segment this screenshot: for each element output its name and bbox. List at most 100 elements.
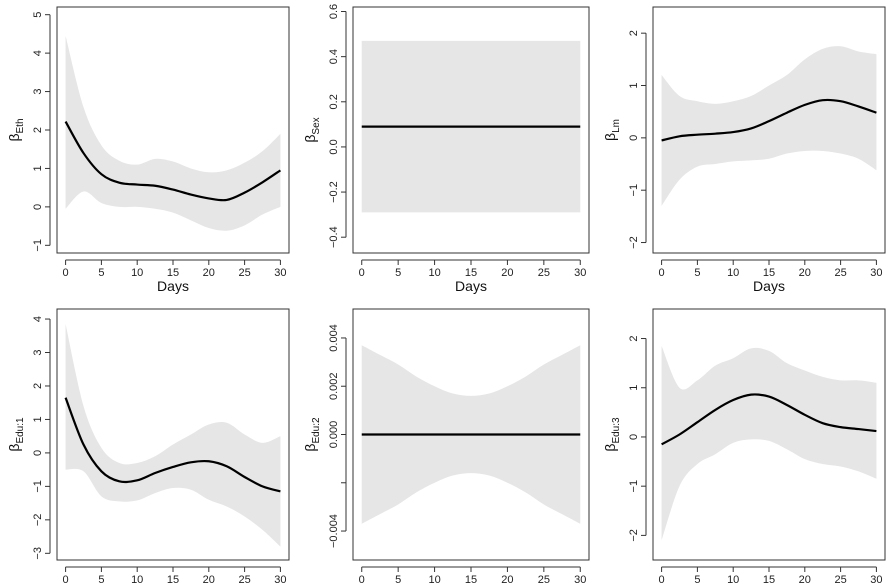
y-tick-label: 0.2: [328, 94, 340, 109]
plot-frame: [56, 6, 290, 254]
x-tick-label: 20: [501, 267, 513, 279]
y-axis-title: βEdu:2: [302, 417, 322, 452]
x-tick-label: 30: [870, 574, 882, 586]
x-tick-label: 0: [659, 267, 665, 279]
x-tick-label: 30: [574, 574, 586, 586]
x-tick-label: 0: [659, 574, 665, 586]
y-axis-title-main: β: [602, 444, 618, 452]
x-tick-label: 5: [395, 267, 401, 279]
y-tick-label: 0.000: [328, 421, 340, 449]
x-tick-label: 20: [501, 574, 513, 586]
x-tick-label: 25: [834, 267, 846, 279]
y-tick-label: 0.002: [328, 372, 340, 400]
x-tick-label: 0: [359, 267, 365, 279]
y-axis-title-main: β: [602, 133, 618, 141]
y-tick-label: 0: [32, 204, 44, 210]
x-tick-label: 25: [538, 267, 550, 279]
panel-2: 0 5 10 15 20 25 30 Days −0.4 −0.2 0.0 0.2 0.4 0.6 βSex: [302, 4, 590, 294]
plot-frame: [652, 308, 886, 561]
y-axis-title-sub: Lm: [611, 119, 622, 133]
y-axis-title-sub: Edu:1: [15, 417, 26, 444]
y-axis-title: βEdu:1: [6, 417, 26, 452]
x-tick-label: 10: [131, 574, 143, 586]
y-tick-label: −1: [628, 184, 640, 197]
estimate-line: [661, 393, 877, 446]
y-axis-title-sub: Eth: [15, 118, 26, 133]
y-tick-label: 2: [628, 30, 640, 36]
y-tick-label: −2: [32, 514, 44, 527]
y-tick-label: −1: [628, 480, 640, 493]
y-axis-title: βEth: [6, 118, 26, 141]
panel-4: 0 5 10 15 20 25 30 Days −3 −2 −1 0 1 2 3 4 βEdu:1: [6, 308, 290, 588]
plot-frame: [56, 308, 290, 561]
estimate-line: [64, 120, 282, 202]
x-tick-label: 15: [167, 574, 179, 586]
panel-1: 0 5 10 15 20 25 30 Days −1 0 1 2 3 4 5 βEth: [6, 6, 290, 294]
confidence-band: [65, 324, 281, 547]
x-tick-label: 15: [763, 574, 775, 586]
y-tick-label: 0.6: [328, 4, 340, 19]
y-tick-label: 2: [32, 127, 44, 133]
y-tick-label: 0.4: [328, 49, 340, 64]
x-tick-label: 20: [203, 267, 215, 279]
x-tick-label: 20: [203, 574, 215, 586]
y-axis-title: βLm: [602, 119, 622, 141]
y-tick-label: −3: [32, 547, 44, 560]
y-tick-label: −0.4: [328, 226, 340, 248]
y-tick-label: 0.0: [328, 139, 340, 154]
x-tick-label: 25: [238, 267, 250, 279]
y-tick-label: 0: [628, 135, 640, 141]
y-tick-label: 2: [32, 383, 44, 389]
y-tick-label: 3: [32, 89, 44, 95]
x-tick-label: 5: [694, 574, 700, 586]
y-tick-label: 0.004: [328, 324, 340, 352]
y-axis-title-sub: Sex: [311, 117, 322, 134]
y-axis-title: βSex: [302, 117, 322, 142]
x-tick-label: 5: [98, 267, 104, 279]
x-tick-label: 10: [428, 267, 440, 279]
x-tick-label: 10: [727, 574, 739, 586]
y-axis-title-main: β: [6, 133, 22, 141]
x-tick-label: 15: [763, 267, 775, 279]
estimate-line: [661, 98, 877, 142]
x-tick-label: 0: [63, 267, 69, 279]
x-tick-label: 10: [428, 574, 440, 586]
x-tick-label: 0: [63, 574, 69, 586]
y-tick-label: 0: [32, 450, 44, 456]
x-tick-label: 10: [727, 267, 739, 279]
y-tick-label: −1: [32, 239, 44, 252]
x-tick-label: 10: [131, 267, 143, 279]
y-tick-label: −2: [628, 236, 640, 249]
x-tick-label: 30: [274, 267, 286, 279]
x-tick-label: 5: [395, 574, 401, 586]
y-tick-label: 4: [32, 316, 44, 322]
y-axis-title-main: β: [302, 444, 318, 452]
x-tick-label: 25: [834, 574, 846, 586]
y-axis-title-main: β: [6, 444, 22, 452]
y-axis-title-sub: Edu:3: [611, 417, 622, 444]
y-tick-label: 1: [32, 165, 44, 171]
y-tick-label: 1: [628, 82, 640, 88]
y-tick-label: 4: [32, 50, 44, 56]
x-tick-label: 30: [574, 267, 586, 279]
y-axis-title: βEdu:3: [602, 417, 622, 452]
y-tick-label: 1: [628, 385, 640, 391]
panel-5: 0 5 10 15 20 25 30 Days −0.004 0.000 0.002 0.004 βEd…: [302, 308, 590, 588]
x-tick-label: 20: [799, 574, 811, 586]
x-tick-label: 30: [274, 574, 286, 586]
y-tick-label: −2: [628, 529, 640, 542]
y-tick-label: 5: [32, 12, 44, 18]
x-tick-label: 25: [538, 574, 550, 586]
x-tick-label: 15: [465, 574, 477, 586]
y-tick-label: −1: [32, 480, 44, 493]
y-tick-label: 2: [628, 335, 640, 341]
x-axis-title: Days: [455, 278, 487, 294]
x-tick-label: 5: [694, 267, 700, 279]
y-tick-label: −0.004: [328, 514, 340, 548]
plot-frame: [652, 6, 886, 254]
y-tick-label: 3: [32, 349, 44, 355]
y-axis-title-main: β: [302, 135, 318, 143]
panel-3: 0 5 10 15 20 25 30 Days −2 −1 0 1 2 βLm: [602, 6, 886, 294]
y-axis-title-sub: Edu:2: [311, 417, 322, 444]
